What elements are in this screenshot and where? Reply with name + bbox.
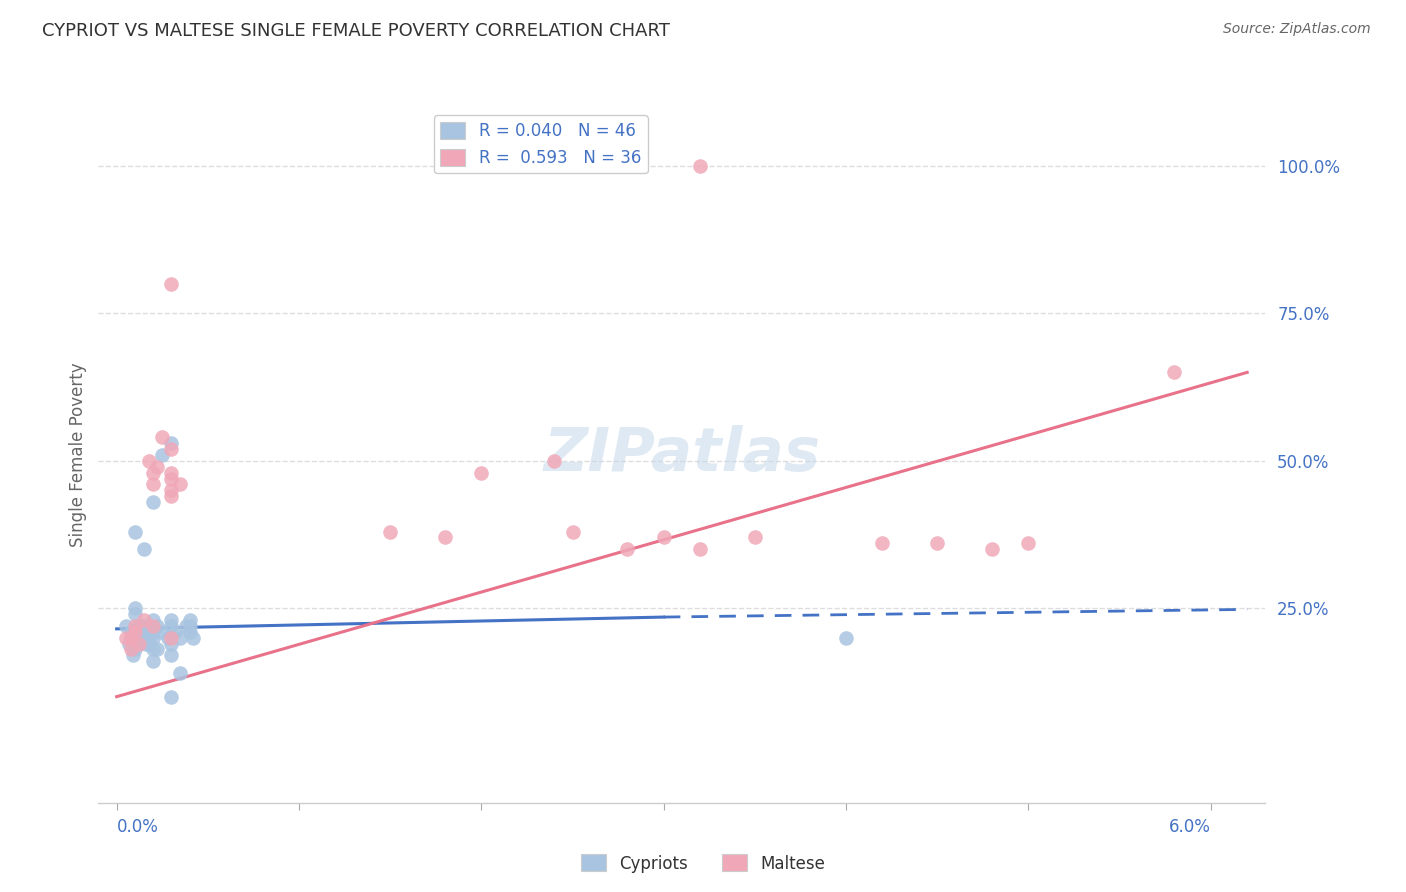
Point (160, 489, 183, 503)
Point (744, 531, 766, 545)
Point (378, 524, 402, 539)
Point (470, 466, 492, 480)
Point (120, 642, 142, 657)
Point (179, 619, 201, 633)
Point (146, 619, 169, 633)
Point (160, 483, 183, 498)
Point (129, 619, 152, 633)
Text: ZIPatlas: ZIPatlas (543, 425, 821, 484)
Point (120, 631, 142, 645)
Text: CYPRIOT VS MALTESE SINGLE FEMALE POVERTY CORRELATION CHART: CYPRIOT VS MALTESE SINGLE FEMALE POVERTY… (42, 22, 671, 40)
Point (142, 631, 165, 645)
Point (169, 631, 191, 645)
Point (169, 666, 191, 681)
Point (128, 619, 150, 633)
Point (114, 619, 136, 633)
Point (132, 542, 155, 557)
Point (160, 277, 183, 291)
Point (138, 624, 160, 639)
Point (163, 624, 186, 639)
Point (146, 459, 169, 474)
Point (160, 442, 183, 456)
Point (1017, 536, 1039, 550)
Point (142, 495, 165, 509)
Point (138, 454, 160, 468)
Point (433, 531, 456, 545)
Point (118, 637, 141, 651)
Point (132, 631, 155, 645)
Point (142, 624, 165, 639)
Point (124, 607, 146, 621)
Point (561, 524, 583, 539)
Point (142, 477, 165, 491)
Point (160, 613, 183, 627)
Point (160, 436, 183, 450)
Point (135, 637, 157, 651)
Point (124, 619, 146, 633)
Y-axis label: Single Female Poverty: Single Female Poverty (69, 363, 87, 547)
Point (142, 466, 165, 480)
Point (114, 631, 136, 645)
Point (689, 159, 711, 173)
Point (927, 536, 949, 550)
Point (543, 454, 565, 468)
Point (124, 642, 146, 657)
Point (174, 619, 197, 633)
Point (160, 619, 183, 633)
Point (179, 624, 201, 639)
Point (980, 542, 1002, 557)
Point (872, 536, 894, 550)
Point (1163, 365, 1185, 379)
Point (132, 613, 155, 627)
Point (138, 637, 160, 651)
Text: Source: ZipAtlas.com: Source: ZipAtlas.com (1223, 22, 1371, 37)
Point (160, 631, 183, 645)
Point (142, 654, 165, 668)
Point (146, 642, 169, 657)
Point (181, 631, 204, 645)
Point (128, 637, 150, 651)
Point (128, 631, 150, 645)
Point (150, 448, 173, 462)
Point (132, 619, 155, 633)
Point (124, 524, 146, 539)
Point (652, 531, 675, 545)
Point (160, 466, 183, 480)
Point (616, 542, 638, 557)
Point (120, 631, 142, 645)
Point (122, 648, 145, 663)
Point (179, 613, 201, 627)
Point (689, 542, 711, 557)
Text: 0.0%: 0.0% (117, 818, 159, 836)
Point (160, 637, 183, 651)
Point (142, 642, 165, 657)
Point (138, 631, 160, 645)
Point (124, 601, 146, 615)
Point (142, 619, 165, 633)
Point (150, 430, 173, 444)
Point (169, 477, 191, 491)
Point (142, 613, 165, 627)
Point (160, 690, 183, 704)
Point (150, 624, 173, 639)
Point (160, 648, 183, 663)
Text: 6.0%: 6.0% (1168, 818, 1211, 836)
Legend: R = 0.040   N = 46, R =  0.593   N = 36: R = 0.040 N = 46, R = 0.593 N = 36 (433, 115, 648, 173)
Point (124, 624, 146, 639)
Point (124, 624, 146, 639)
Point (160, 471, 183, 485)
Point (120, 624, 142, 639)
Point (835, 631, 858, 645)
Legend: Cypriots, Maltese: Cypriots, Maltese (575, 847, 831, 880)
Point (156, 631, 179, 645)
